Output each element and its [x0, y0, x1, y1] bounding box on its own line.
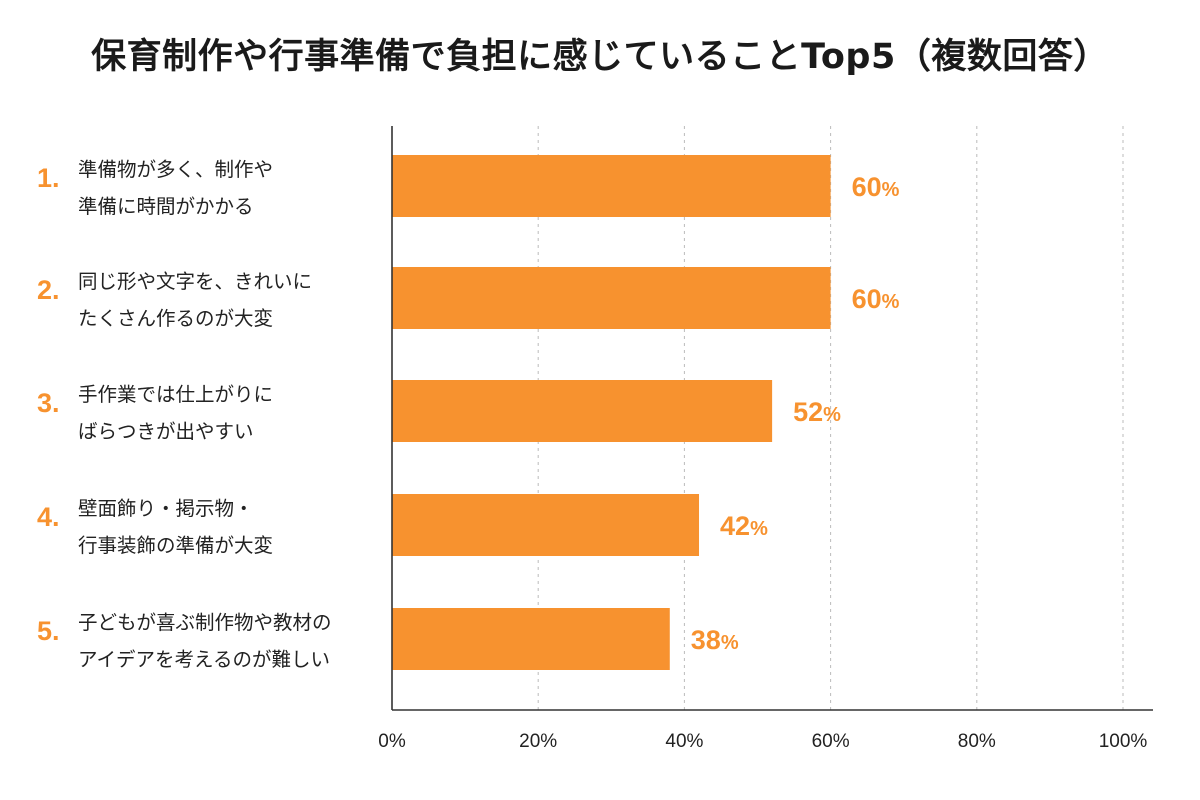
bar: [392, 267, 831, 329]
category-label: 手作業では仕上がりに: [78, 383, 273, 406]
x-tick-label: 0%: [378, 731, 406, 752]
value-label: 38%: [691, 625, 739, 655]
bar: [392, 155, 831, 217]
x-tick-label: 100%: [1099, 731, 1148, 752]
category-label: 準備に時間がかかる: [78, 195, 254, 218]
x-axis-ticks: 0% 20% 40% 60% 80% 100%: [378, 731, 1147, 752]
value-label: 52%: [793, 397, 841, 427]
category-label: たくさん作るのが大変: [78, 307, 273, 330]
category-label: 準備物が多く、制作や: [78, 158, 273, 181]
category-rank: 1.: [37, 163, 60, 193]
category-label: 子どもが喜ぶ制作物や教材の: [78, 611, 332, 634]
bars: [392, 155, 831, 670]
category-rank: 5.: [37, 616, 60, 646]
category-label: 行事装飾の準備が大変: [78, 534, 273, 557]
x-tick-label: 60%: [812, 731, 850, 752]
category-label: 壁面飾り・掲示物・: [78, 497, 254, 520]
value-label: 60%: [852, 284, 900, 314]
category-label: ばらつきが出やすい: [78, 420, 254, 443]
value-labels: 60% 60% 52% 42% 38%: [691, 172, 900, 655]
bar: [392, 380, 773, 442]
category-rank: 4.: [37, 502, 60, 532]
x-tick-label: 20%: [519, 731, 557, 752]
chart-title: 保育制作や行事準備で負担に感じていることTop5（複数回答）: [91, 37, 1109, 77]
value-label: 42%: [720, 511, 768, 541]
x-tick-label: 80%: [958, 731, 996, 752]
category-rank: 2.: [37, 275, 60, 305]
category-rank: 3.: [37, 388, 60, 418]
category-label: アイデアを考えるのが難しい: [78, 648, 330, 671]
value-label: 60%: [852, 172, 900, 202]
x-tick-label: 40%: [665, 731, 703, 752]
category-label: 同じ形や文字を、きれいに: [78, 270, 312, 293]
bar: [392, 608, 670, 670]
bar: [392, 494, 700, 556]
